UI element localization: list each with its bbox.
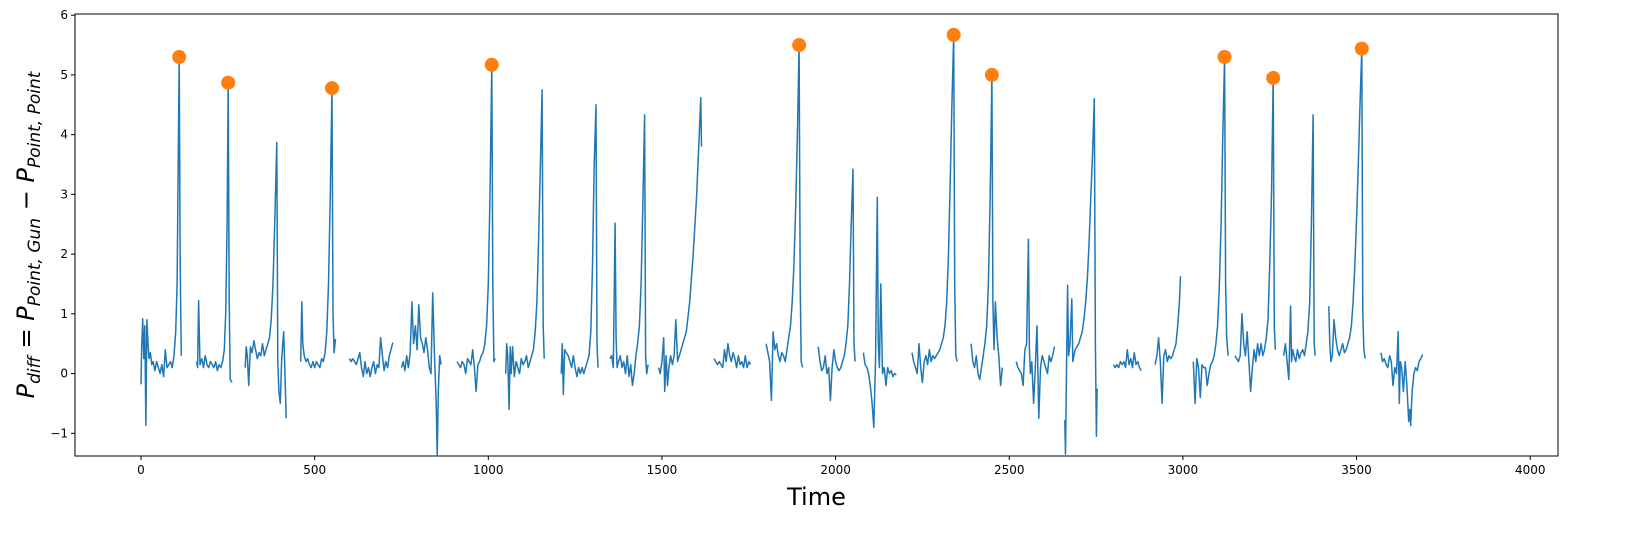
series-layer (140, 34, 1424, 457)
peak-markers (172, 27, 1369, 96)
x-tick-label: 1000 (473, 463, 504, 477)
series-line-segment (299, 87, 337, 369)
x-tick-label: 0 (137, 463, 145, 477)
peak-marker (1217, 50, 1232, 65)
x-axis-label: Time (786, 483, 846, 511)
ylabel-prefix-sub: diff (25, 354, 45, 384)
series-line-segment (1192, 56, 1229, 405)
y-tick-label: 6 (60, 8, 68, 22)
peak-marker (946, 27, 961, 42)
series-line-segment (911, 34, 958, 384)
peak-marker (984, 67, 999, 82)
series-line-segment (348, 336, 394, 378)
series-line-segment (140, 56, 183, 427)
series-line-segment (970, 74, 1004, 387)
y-tick-label: 2 (60, 247, 68, 261)
ylabel-term1-sub: Point, Gun (25, 218, 45, 306)
peak-marker (484, 57, 499, 72)
series-line-segment (765, 44, 804, 402)
series-line-segment (862, 196, 897, 429)
plot-area (74, 13, 1559, 457)
series-line-segment (817, 168, 856, 402)
series-line-segment (456, 64, 496, 393)
x-axis-ticks: 0 500 1000 1500 2000 2500 3000 3500 4000 (137, 456, 1545, 477)
x-tick-label: 2000 (820, 463, 851, 477)
peak-marker (325, 81, 340, 96)
peak-marker (221, 75, 236, 90)
x-tick-label: 3000 (1168, 463, 1199, 477)
series-line-segment (560, 104, 599, 396)
ylabel-prefix: P (12, 383, 40, 398)
series-line-segment (1380, 331, 1424, 427)
series-line-segment (244, 141, 287, 419)
ylabel-term2-sub: Point, Point (25, 70, 45, 168)
series-line-segment (657, 96, 703, 393)
x-tick-label: 4000 (1515, 463, 1546, 477)
ylabel-equals: = (12, 321, 40, 356)
series-line-segment (195, 81, 233, 383)
x-tick-label: 500 (303, 463, 326, 477)
series-line-segment (1154, 276, 1182, 405)
series-line-segment (1282, 114, 1316, 381)
y-tick-label: 4 (60, 128, 68, 142)
series-line-segment (504, 89, 545, 411)
series-line-segment (1328, 47, 1366, 363)
y-tick-label: 1 (60, 307, 68, 321)
x-tick-label: 2500 (994, 463, 1025, 477)
y-tick-label: 3 (60, 187, 68, 201)
peak-marker (1354, 41, 1369, 56)
series-line-segment (400, 292, 442, 457)
x-tick-label: 3500 (1341, 463, 1372, 477)
series-line-segment (1015, 238, 1056, 420)
series-line-segment (713, 342, 752, 369)
x-tick-label: 1500 (647, 463, 678, 477)
y-axis-ticks: −1 0 1 2 3 4 5 6 (50, 8, 75, 440)
y-tick-label: −1 (50, 426, 68, 440)
ylabel-minus: − (12, 183, 40, 218)
y-tick-label: 0 (60, 367, 68, 381)
series-line-segment (1064, 98, 1098, 455)
series-line-segment (1112, 348, 1142, 371)
series-line-segment (1234, 77, 1277, 393)
y-axis-label: Pdiff = PPoint, Gun − PPoint, Point (12, 70, 45, 398)
ylabel-term1: P (12, 306, 40, 321)
series-line-segment (609, 114, 649, 387)
peak-marker (172, 50, 187, 65)
peak-marker (792, 38, 807, 53)
peak-marker (1266, 70, 1281, 85)
ylabel-term2: P (12, 168, 40, 183)
y-tick-label: 5 (60, 68, 68, 82)
